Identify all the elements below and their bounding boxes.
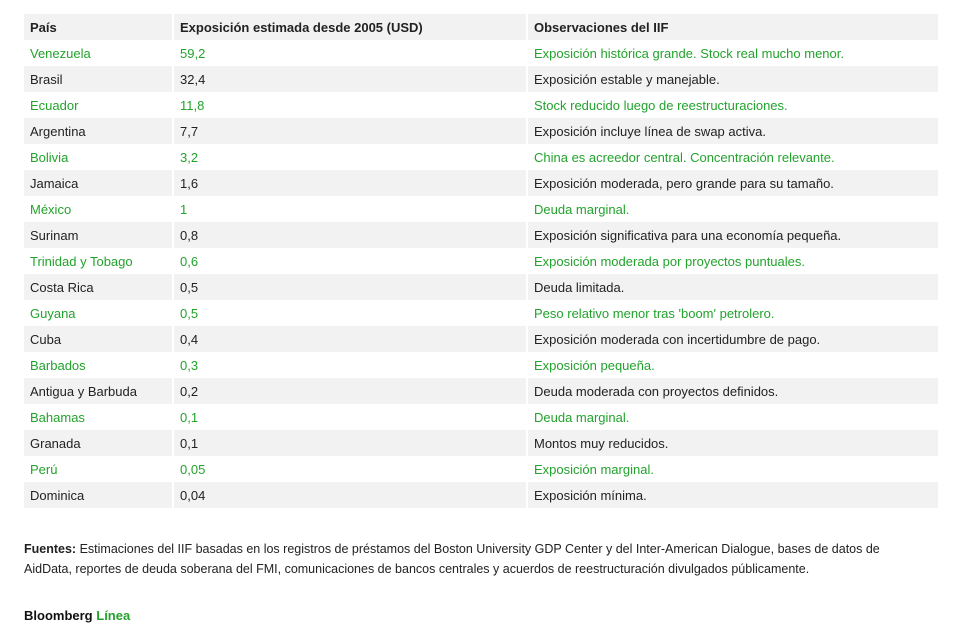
table-row: Brasil 32,4 Exposición estable y manejable…: [24, 66, 938, 92]
country-cell: Granada: [24, 430, 174, 456]
exposure-cell: 7,7: [174, 118, 528, 144]
country-cell: Argentina: [24, 118, 174, 144]
observation-cell: Exposición moderada por proyectos puntua…: [528, 248, 938, 274]
exposure-cell: 0,4: [174, 326, 528, 352]
exposure-cell: 0,05: [174, 456, 528, 482]
country-cell: Ecuador: [24, 92, 174, 118]
country-cell: Trinidad y Tobago: [24, 248, 174, 274]
exposure-cell: 1,6: [174, 170, 528, 196]
header-row: País Exposición estimada desde 2005 (USD…: [24, 14, 938, 40]
observation-cell: Exposición mínima.: [528, 482, 938, 508]
observation-cell: Exposición moderada con incertidumbre de…: [528, 326, 938, 352]
country-cell: Bahamas: [24, 404, 174, 430]
exposure-cell: 11,8: [174, 92, 528, 118]
table-row: Jamaica 1,6 Exposición moderada, pero gran…: [24, 170, 938, 196]
table-row: Surinam 0,8 Exposición significativa para …: [24, 222, 938, 248]
country-cell: México: [24, 196, 174, 222]
exposure-cell: 0,8: [174, 222, 528, 248]
exposure-cell: 0,5: [174, 300, 528, 326]
table-row: Argentina 7,7 Exposición incluye línea de …: [24, 118, 938, 144]
observation-cell: Stock reducido luego de reestructuracion…: [528, 92, 938, 118]
table-row: Bolivia 3,2 China es acreedor central. Con…: [24, 144, 938, 170]
sources-label: Fuentes:: [24, 542, 77, 556]
table-row: Bahamas 0,1 Deuda marginal.: [24, 404, 938, 430]
country-cell: Dominica: [24, 482, 174, 508]
observation-cell: Exposición pequeña.: [528, 352, 938, 378]
country-cell: Costa Rica: [24, 274, 174, 300]
column-header: País: [24, 14, 174, 40]
observation-cell: Exposición estable y manejable.: [528, 66, 938, 92]
country-cell: Jamaica: [24, 170, 174, 196]
observation-cell: China es acreedor central. Concentración…: [528, 144, 938, 170]
exposure-cell: 3,2: [174, 144, 528, 170]
column-header: Exposición estimada desde 2005 (USD): [174, 14, 528, 40]
exposure-cell: 1: [174, 196, 528, 222]
table-row: Perú 0,05 Exposición marginal.: [24, 456, 938, 482]
observation-cell: Deuda limitada.: [528, 274, 938, 300]
country-cell: Guyana: [24, 300, 174, 326]
observation-cell: Exposición histórica grande. Stock real …: [528, 40, 938, 66]
exposure-cell: 32,4: [174, 66, 528, 92]
country-cell: Venezuela: [24, 40, 174, 66]
table-row: Antigua y Barbuda 0,2 Deuda moderada con p…: [24, 378, 938, 404]
brand: Bloomberg Línea: [24, 608, 130, 623]
observation-cell: Montos muy reducidos.: [528, 430, 938, 456]
table-row: Barbados 0,3 Exposición pequeña.: [24, 352, 938, 378]
sources: Fuentes: Estimaciones del IIF basadas en…: [24, 539, 924, 579]
observation-cell: Deuda marginal.: [528, 404, 938, 430]
country-cell: Antigua y Barbuda: [24, 378, 174, 404]
exposure-cell: 59,2: [174, 40, 528, 66]
table-row: Venezuela 59,2 Exposición histórica grande…: [24, 40, 938, 66]
observation-cell: Exposición significativa para una econom…: [528, 222, 938, 248]
country-cell: Bolivia: [24, 144, 174, 170]
brand-suffix: Línea: [96, 608, 131, 623]
table-row: Cuba 0,4 Exposición moderada con incertidu…: [24, 326, 938, 352]
exposure-cell: 0,2: [174, 378, 528, 404]
table-row: Costa Rica 0,5 Deuda limitada.: [24, 274, 938, 300]
country-cell: Brasil: [24, 66, 174, 92]
exposure-cell: 0,1: [174, 404, 528, 430]
observation-cell: Peso relativo menor tras 'boom' petroler…: [528, 300, 938, 326]
country-cell: Surinam: [24, 222, 174, 248]
table-row: Ecuador 11,8 Stock reducido luego de reest…: [24, 92, 938, 118]
country-cell: Barbados: [24, 352, 174, 378]
exposure-cell: 0,1: [174, 430, 528, 456]
observation-cell: Exposición incluye línea de swap activa.: [528, 118, 938, 144]
table-row: Dominica 0,04 Exposición mínima.: [24, 482, 938, 508]
exposure-cell: 0,3: [174, 352, 528, 378]
observation-cell: Deuda moderada con proyectos definidos.: [528, 378, 938, 404]
data-table: País Exposición estimada desde 2005 (USD…: [24, 14, 938, 508]
brand-name: Bloomberg: [24, 608, 93, 623]
table-row: Granada 0,1 Montos muy reducidos.: [24, 430, 938, 456]
country-cell: Cuba: [24, 326, 174, 352]
exposure-cell: 0,6: [174, 248, 528, 274]
sources-text: Estimaciones del IIF basadas en los regi…: [24, 542, 880, 576]
exposure-cell: 0,04: [174, 482, 528, 508]
observation-cell: Exposición marginal.: [528, 456, 938, 482]
column-header: Observaciones del IIF: [528, 14, 938, 40]
table-body: Venezuela 59,2 Exposición histórica grande…: [24, 40, 938, 508]
table-row: Guyana 0,5 Peso relativo menor tras 'boom'…: [24, 300, 938, 326]
observation-cell: Exposición moderada, pero grande para su…: [528, 170, 938, 196]
observation-cell: Deuda marginal.: [528, 196, 938, 222]
country-cell: Perú: [24, 456, 174, 482]
exposure-cell: 0,5: [174, 274, 528, 300]
table-row: México 1 Deuda marginal.: [24, 196, 938, 222]
table-row: Trinidad y Tobago 0,6 Exposición moderada …: [24, 248, 938, 274]
